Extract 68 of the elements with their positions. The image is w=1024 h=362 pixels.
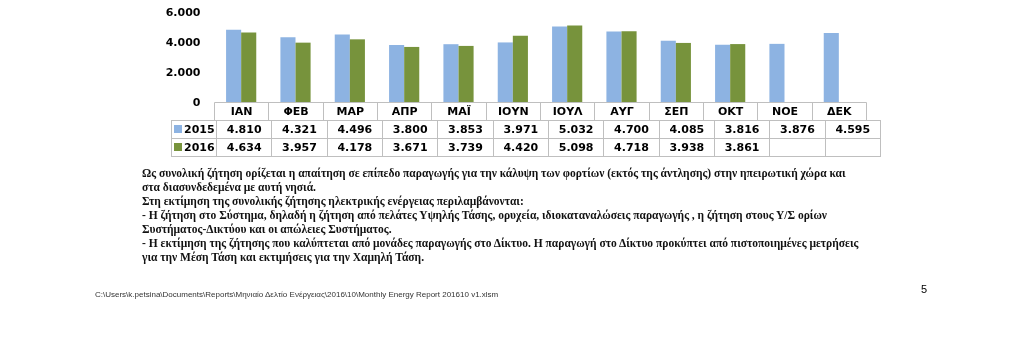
y-tick-label: 0 (192, 95, 201, 109)
bar (349, 39, 365, 102)
bar (443, 44, 459, 102)
x-tick-label: ΦΕΒ (283, 104, 309, 118)
bar (823, 33, 839, 102)
x-tick-label: ΜΑΡ (336, 104, 365, 118)
bar (715, 44, 731, 102)
bar (552, 26, 568, 102)
data-label: 4.810 (216, 120, 272, 139)
bar (497, 42, 513, 102)
bar (567, 25, 583, 102)
x-tick-label: ΣΕΠ (664, 104, 689, 118)
x-tick-label: ΙΟΥΛ (552, 104, 584, 118)
text: Στη εκτίμηση της συνολικής ζήτησης ηλεκτρικής ενέργειας περιλαμβάνονται: (142, 194, 525, 208)
text: C:\Users\k.petsina\Documents\Reports\Μηνιαίο Δελτίο Ενέργειας\2016\10\Monthly Energy Report 201610 v1.xlsm (95, 290, 499, 299)
bar (295, 42, 311, 102)
data-label: 3.816 (714, 120, 770, 139)
y-tick-label: 6.000 (165, 5, 201, 19)
data-label: 5.032 (548, 120, 604, 139)
bar (404, 46, 420, 102)
x-tick-label: ΙΑΝ (230, 104, 253, 118)
bar (226, 29, 242, 102)
data-label: 3.957 (271, 138, 328, 157)
data-label: 3.853 (437, 120, 494, 139)
bar (621, 31, 637, 102)
data-label: 3.861 (714, 138, 770, 157)
y-tick-label: 4.000 (165, 35, 201, 49)
text: 5 (921, 283, 928, 295)
x-tick-label: ΑΠΡ (391, 104, 418, 118)
data-label: 4.420 (493, 138, 549, 157)
data-label: 4.634 (216, 138, 272, 157)
bar (280, 37, 296, 102)
x-tick-label: ΔΕΚ (827, 104, 853, 118)
x-tick-label: ΙΟΥΝ (498, 104, 529, 118)
data-label: 3.671 (382, 138, 438, 157)
legend-label: 2015 (171, 120, 217, 139)
data-label: 4.700 (603, 120, 660, 139)
bar (458, 45, 474, 102)
bar (660, 40, 676, 102)
bar (769, 43, 785, 102)
data-label: 3.938 (659, 138, 715, 157)
data-label: 3.739 (437, 138, 494, 157)
data-label: 3.876 (769, 120, 826, 139)
x-tick-label: ΟΚΤ (717, 104, 744, 118)
bar (606, 31, 622, 102)
x-tick-label: ΝΟΕ (771, 104, 799, 118)
bar (389, 45, 405, 102)
data-label: 4.595 (825, 120, 881, 139)
data-label: 4.321 (271, 120, 328, 139)
legend-label: 2016 (171, 138, 217, 157)
x-tick-label: ΑΥΓ (610, 104, 634, 118)
data-label: 4.496 (327, 120, 383, 139)
bar (512, 35, 528, 102)
bar (675, 42, 691, 102)
data-label: 3.800 (382, 120, 438, 139)
data-label: 3.971 (493, 120, 549, 139)
text: Ως συνολική ζήτηση ορίζεται η απαίτηση σε επίπεδο παραγωγής για την κάλυψη των φορτίων (εκτός της άντλησης) στην ηπειρωτική χώρα και στα διασυνδεδεμένα με αυτή νησιά. (142, 166, 847, 194)
text: - Η εκτίμηση της ζήτησης που καλύπτεται από μονάδες παραγωγής στο Δίκτυο. Η παραγωγή στο Δίκτυο προκύπτει από πιστοποιημένες μετρήσεις για την Μέση Τάση και εκτιμήσεις για την Χαμηλή Τάση. (142, 236, 860, 264)
x-tick-label: ΜΑΪ (447, 103, 471, 118)
data-label: 5.098 (548, 138, 604, 157)
y-tick-label: 2.000 (165, 65, 201, 79)
bar (241, 32, 257, 102)
bar (730, 44, 746, 102)
text: - Η ζήτηση στο Σύστημα, δηλαδή η ζήτηση από πελάτες Υψηλής Τάσης, ορυχεία, ιδιοκαταναλώσεις παραγωγής , η ζήτηση στους Υ/Σ ορίων Συστήματος-Δικτύου και οι απώλειες Συστήματος. (142, 208, 828, 236)
data-label: 4.085 (659, 120, 715, 139)
data-label: 4.718 (603, 138, 660, 157)
data-label: 4.178 (327, 138, 383, 157)
bar (334, 34, 350, 102)
